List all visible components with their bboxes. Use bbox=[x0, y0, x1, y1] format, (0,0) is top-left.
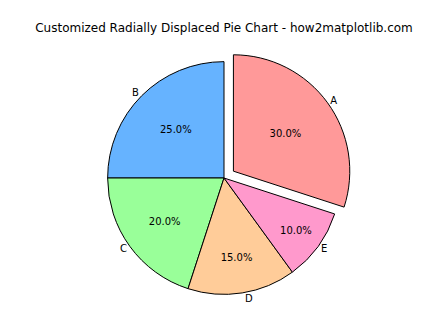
svg-text:15.0%: 15.0% bbox=[221, 252, 253, 263]
svg-text:25.0%: 25.0% bbox=[160, 124, 192, 135]
svg-text:E: E bbox=[321, 243, 327, 254]
svg-text:B: B bbox=[132, 87, 139, 98]
svg-text:10.0%: 10.0% bbox=[280, 225, 312, 236]
svg-text:A: A bbox=[330, 95, 337, 106]
svg-text:D: D bbox=[245, 293, 253, 304]
svg-text:30.0%: 30.0% bbox=[270, 128, 302, 139]
svg-text:20.0%: 20.0% bbox=[149, 216, 181, 227]
svg-text:C: C bbox=[120, 243, 127, 254]
svg-text:Customized Radially Displaced: Customized Radially Displaced Pie Chart … bbox=[35, 21, 413, 35]
